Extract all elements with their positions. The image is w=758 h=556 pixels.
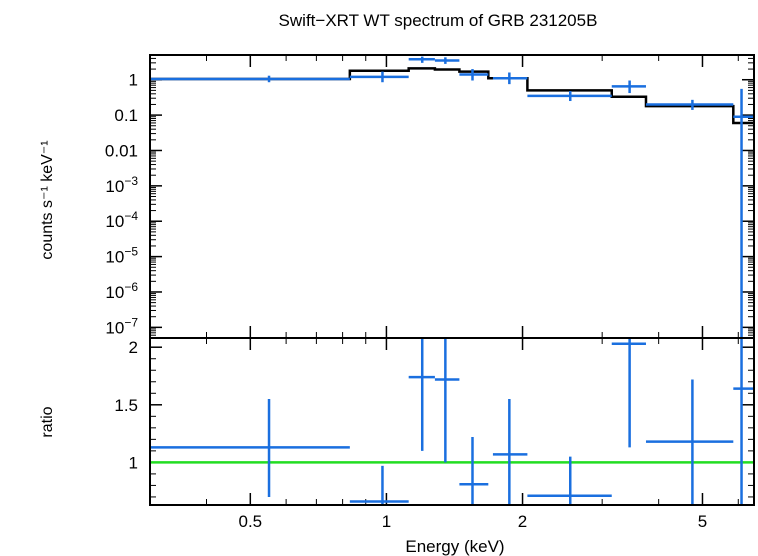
y-tick-label: 0.1 [114, 106, 138, 125]
x-tick-label: 0.5 [238, 512, 262, 531]
y-tick-label: 10−7 [105, 315, 138, 337]
x-axis-label: Energy (keV) [405, 537, 504, 556]
y-tick-label: 1 [129, 453, 138, 472]
y-tick-label: 10−5 [105, 245, 138, 267]
ratio-marks [150, 338, 754, 505]
spectrum-y-axis-label: counts s⁻¹ keV⁻¹ [39, 140, 56, 259]
y-tick-label: 10−6 [105, 280, 138, 302]
y-tick-label: 1.5 [114, 396, 138, 415]
spectrum-y-ticks: 1 0.1 0.01 10−3 10−4 10−5 10−6 10−7 [105, 54, 754, 339]
ratio-plot-frame [149, 337, 755, 506]
y-tick-label: 10−3 [105, 174, 138, 196]
ratio-y-ticks: 11.52 [114, 338, 754, 498]
x-tick-label: 2 [518, 512, 527, 531]
y-tick-label: 1 [129, 71, 138, 90]
spectrum-plot-frame [149, 54, 755, 339]
y-tick-label: 10−4 [105, 209, 138, 231]
ratio-y-axis-label: ratio [39, 406, 56, 437]
x-tick-label: 5 [698, 512, 707, 531]
y-tick-label: 0.01 [105, 141, 138, 160]
spectrum-marks [150, 56, 754, 338]
chart-title: Swift−XRT WT spectrum of GRB 231205B [279, 11, 598, 30]
model-step-line [150, 67, 754, 125]
y-tick-label: 2 [129, 338, 138, 357]
x-tick-label: 1 [382, 512, 391, 531]
